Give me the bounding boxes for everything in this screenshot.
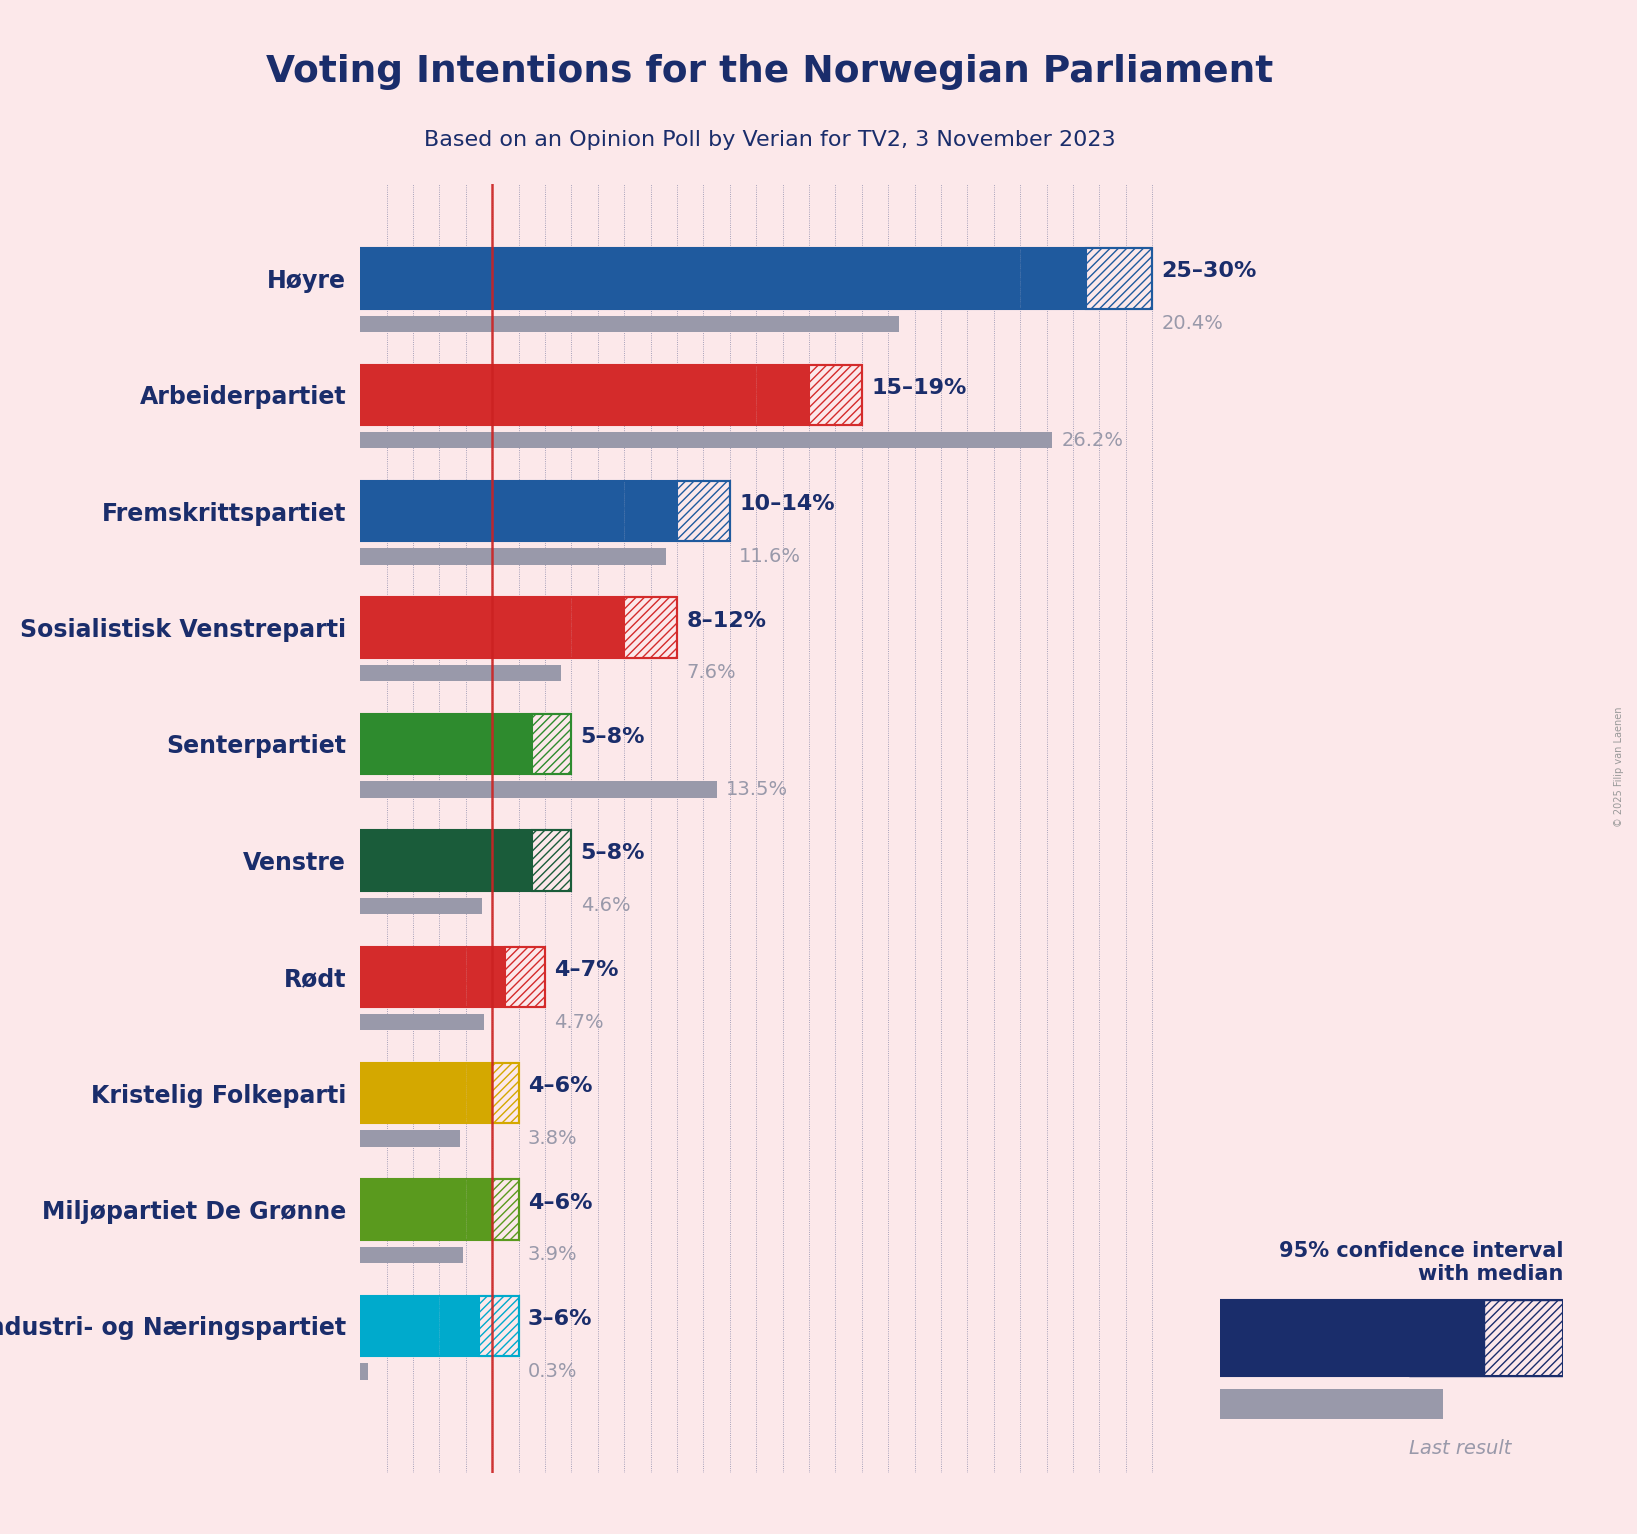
Bar [360, 1247, 463, 1262]
Bar [360, 1063, 519, 1123]
Bar [360, 365, 756, 425]
Bar [360, 480, 624, 542]
Text: 5–8%: 5–8% [581, 844, 645, 864]
Text: 13.5%: 13.5% [725, 779, 787, 799]
Bar [360, 316, 899, 331]
Bar [480, 1296, 519, 1356]
Text: 20.4%: 20.4% [1162, 314, 1223, 333]
Bar [360, 249, 1020, 308]
Bar [360, 713, 571, 775]
Text: 4–7%: 4–7% [555, 960, 619, 980]
Bar [1485, 1301, 1563, 1376]
Bar [360, 830, 493, 891]
Bar [360, 1063, 467, 1123]
Bar [532, 713, 571, 775]
Text: 10–14%: 10–14% [738, 494, 835, 514]
Bar [360, 1296, 439, 1356]
Bar [756, 365, 809, 425]
Text: Last result: Last result [1409, 1439, 1511, 1457]
Text: 11.6%: 11.6% [738, 548, 800, 566]
Bar [1408, 1301, 1485, 1376]
Bar [467, 1063, 493, 1123]
Bar [493, 713, 532, 775]
Bar [493, 1063, 519, 1123]
Bar [360, 1180, 467, 1239]
Bar [360, 249, 1152, 308]
Bar [809, 365, 861, 425]
Text: 15–19%: 15–19% [871, 377, 966, 397]
Bar [360, 597, 571, 658]
Text: 26.2%: 26.2% [1061, 431, 1123, 449]
Text: 5–8%: 5–8% [581, 727, 645, 747]
Bar [1020, 249, 1087, 308]
Bar [360, 897, 481, 914]
Text: 25–30%: 25–30% [1162, 261, 1257, 281]
Bar [360, 597, 678, 658]
Bar [360, 781, 717, 798]
Bar [467, 1180, 493, 1239]
Text: 4–6%: 4–6% [527, 1192, 593, 1212]
Bar [467, 946, 506, 1006]
Bar [624, 597, 678, 658]
Bar [571, 597, 624, 658]
Bar [360, 433, 1053, 448]
Text: Based on an Opinion Poll by Verian for TV2, 3 November 2023: Based on an Opinion Poll by Verian for T… [424, 130, 1115, 150]
Bar [360, 365, 861, 425]
Text: 3–6%: 3–6% [527, 1309, 593, 1328]
Bar [360, 830, 571, 891]
Text: 4.7%: 4.7% [555, 1012, 604, 1032]
Bar [360, 946, 467, 1006]
Bar [360, 1131, 460, 1147]
Bar [360, 664, 561, 681]
Bar [360, 549, 666, 565]
Bar [506, 946, 545, 1006]
Text: 3.8%: 3.8% [527, 1129, 578, 1147]
Bar [493, 1180, 519, 1239]
Bar [360, 1180, 519, 1239]
Bar [1220, 1301, 1408, 1376]
Text: 0.3%: 0.3% [527, 1362, 578, 1381]
Bar [1087, 249, 1152, 308]
Bar [360, 946, 545, 1006]
Bar [360, 1364, 368, 1379]
Bar [678, 480, 730, 542]
Bar [360, 480, 730, 542]
Bar [624, 480, 678, 542]
Bar [360, 1296, 519, 1356]
Text: 8–12%: 8–12% [686, 611, 766, 630]
Text: Voting Intentions for the Norwegian Parliament: Voting Intentions for the Norwegian Parl… [265, 54, 1274, 89]
Bar [532, 830, 571, 891]
Bar [439, 1296, 480, 1356]
Bar [360, 1014, 485, 1031]
Bar [493, 830, 532, 891]
Text: © 2025 Filip van Laenen: © 2025 Filip van Laenen [1614, 707, 1624, 827]
Bar [360, 713, 493, 775]
Text: 95% confidence interval
with median: 95% confidence interval with median [1278, 1241, 1563, 1284]
Text: 4.6%: 4.6% [581, 896, 630, 916]
Text: 3.9%: 3.9% [527, 1246, 578, 1264]
Text: 4–6%: 4–6% [527, 1077, 593, 1097]
Text: 7.6%: 7.6% [686, 664, 737, 683]
